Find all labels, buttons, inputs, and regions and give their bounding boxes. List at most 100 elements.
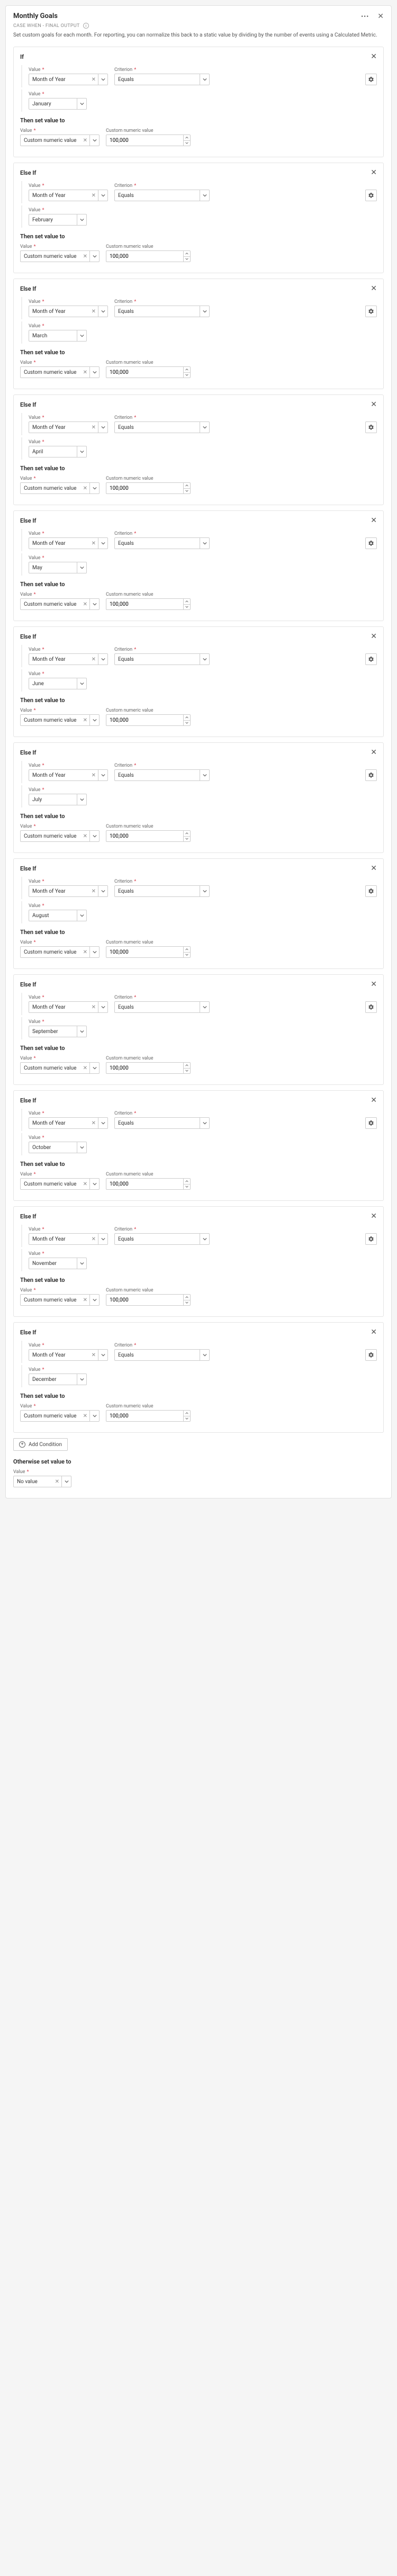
month-value-select[interactable]: May <box>29 562 87 573</box>
clear-icon[interactable]: ✕ <box>81 949 89 955</box>
remove-condition-icon[interactable]: ✕ <box>371 980 377 989</box>
step-up-icon[interactable] <box>184 1063 190 1069</box>
clear-icon[interactable]: ✕ <box>89 773 98 778</box>
numeric-input[interactable] <box>106 1410 191 1422</box>
gear-button[interactable] <box>365 769 377 781</box>
step-up-icon[interactable] <box>184 483 190 489</box>
remove-condition-icon[interactable]: ✕ <box>371 1096 377 1105</box>
chevron-down-icon[interactable] <box>200 538 209 549</box>
chevron-down-icon[interactable] <box>89 947 99 957</box>
step-down-icon[interactable] <box>184 837 190 842</box>
numeric-value-input[interactable] <box>106 949 183 955</box>
chevron-down-icon[interactable] <box>200 1002 209 1012</box>
chevron-down-icon[interactable] <box>98 422 107 433</box>
clear-icon[interactable]: ✕ <box>89 1236 98 1242</box>
gear-button[interactable] <box>365 306 377 317</box>
chevron-down-icon[interactable] <box>89 1063 99 1073</box>
chevron-down-icon[interactable] <box>89 1179 99 1189</box>
criterion-select[interactable]: Equals <box>114 769 210 781</box>
step-down-icon[interactable] <box>184 373 190 378</box>
clear-icon[interactable]: ✕ <box>89 888 98 894</box>
numeric-value-input[interactable] <box>106 1297 183 1303</box>
remove-condition-icon[interactable]: ✕ <box>371 52 377 61</box>
gear-button[interactable] <box>365 421 377 433</box>
gear-button[interactable] <box>365 885 377 897</box>
remove-condition-icon[interactable]: ✕ <box>371 1212 377 1220</box>
then-type-select[interactable]: Custom numeric value ✕ <box>20 366 100 378</box>
chevron-down-icon[interactable] <box>89 367 99 378</box>
criterion-select[interactable]: Equals <box>114 537 210 549</box>
step-down-icon[interactable] <box>184 953 190 958</box>
chevron-down-icon[interactable] <box>77 98 86 109</box>
numeric-input[interactable] <box>106 250 191 262</box>
chevron-down-icon[interactable] <box>77 1258 86 1269</box>
chevron-down-icon[interactable] <box>77 562 86 573</box>
step-down-icon[interactable] <box>184 1416 190 1422</box>
step-down-icon[interactable] <box>184 1184 190 1190</box>
chevron-down-icon[interactable] <box>77 1026 86 1037</box>
then-type-select[interactable]: Custom numeric value ✕ <box>20 830 100 842</box>
month-value-select[interactable]: March <box>29 330 87 342</box>
month-value-select[interactable]: February <box>29 214 87 226</box>
step-down-icon[interactable] <box>184 1069 190 1074</box>
clear-icon[interactable]: ✕ <box>81 717 89 723</box>
chevron-down-icon[interactable] <box>89 251 99 262</box>
remove-condition-icon[interactable]: ✕ <box>371 1328 377 1336</box>
chevron-down-icon[interactable] <box>98 770 107 780</box>
numeric-value-input[interactable] <box>106 602 183 607</box>
chevron-down-icon[interactable] <box>98 1002 107 1012</box>
then-type-select[interactable]: Custom numeric value ✕ <box>20 1410 100 1422</box>
chevron-down-icon[interactable] <box>89 1295 99 1305</box>
criterion-select[interactable]: Equals <box>114 653 210 665</box>
step-up-icon[interactable] <box>184 715 190 721</box>
chevron-down-icon[interactable] <box>77 1142 86 1153</box>
clear-icon[interactable]: ✕ <box>81 254 89 259</box>
chevron-down-icon[interactable] <box>98 1118 107 1128</box>
clear-icon[interactable]: ✕ <box>89 77 98 83</box>
value-field-select[interactable]: Month of Year ✕ <box>29 769 108 781</box>
numeric-input[interactable] <box>106 598 191 610</box>
step-up-icon[interactable] <box>184 947 190 953</box>
then-type-select[interactable]: Custom numeric value ✕ <box>20 482 100 494</box>
value-field-select[interactable]: Month of Year ✕ <box>29 190 108 201</box>
chevron-down-icon[interactable] <box>98 538 107 549</box>
numeric-value-input[interactable] <box>106 138 183 143</box>
clear-icon[interactable]: ✕ <box>53 1479 61 1485</box>
month-value-select[interactable]: December <box>29 1374 87 1385</box>
info-icon[interactable]: i <box>83 23 89 29</box>
otherwise-value-select[interactable]: No value ✕ <box>13 1476 71 1487</box>
numeric-value-input[interactable] <box>106 1413 183 1419</box>
chevron-down-icon[interactable] <box>89 715 99 725</box>
chevron-down-icon[interactable] <box>89 483 99 493</box>
value-field-select[interactable]: Month of Year ✕ <box>29 306 108 317</box>
chevron-down-icon[interactable] <box>77 446 86 457</box>
month-value-select[interactable]: November <box>29 1258 87 1269</box>
gear-button[interactable] <box>365 1117 377 1129</box>
gear-button[interactable] <box>365 653 377 665</box>
value-field-select[interactable]: Month of Year ✕ <box>29 885 108 897</box>
chevron-down-icon[interactable] <box>77 794 86 805</box>
numeric-input[interactable] <box>106 946 191 958</box>
step-down-icon[interactable] <box>184 1300 190 1306</box>
remove-condition-icon[interactable]: ✕ <box>371 400 377 409</box>
clear-icon[interactable]: ✕ <box>89 1352 98 1358</box>
criterion-select[interactable]: Equals <box>114 1349 210 1361</box>
gear-button[interactable] <box>365 190 377 201</box>
step-up-icon[interactable] <box>184 831 190 837</box>
then-type-select[interactable]: Custom numeric value ✕ <box>20 946 100 958</box>
clear-icon[interactable]: ✕ <box>89 309 98 315</box>
month-value-select[interactable]: September <box>29 1026 87 1037</box>
criterion-select[interactable]: Equals <box>114 1117 210 1129</box>
remove-condition-icon[interactable]: ✕ <box>371 284 377 293</box>
chevron-down-icon[interactable] <box>98 306 107 317</box>
chevron-down-icon[interactable] <box>89 1411 99 1421</box>
value-field-select[interactable]: Month of Year ✕ <box>29 537 108 549</box>
month-value-select[interactable]: June <box>29 678 87 689</box>
gear-button[interactable] <box>365 74 377 85</box>
clear-icon[interactable]: ✕ <box>89 541 98 546</box>
clear-icon[interactable]: ✕ <box>89 1004 98 1010</box>
criterion-select[interactable]: Equals <box>114 190 210 201</box>
criterion-select[interactable]: Equals <box>114 74 210 85</box>
chevron-down-icon[interactable] <box>77 330 86 341</box>
step-up-icon[interactable] <box>184 251 190 257</box>
